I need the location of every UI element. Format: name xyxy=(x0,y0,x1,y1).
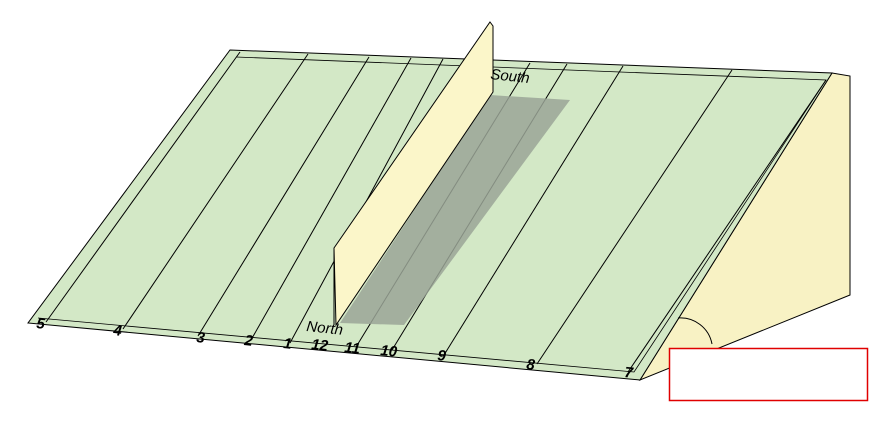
hour-label-3: 3 xyxy=(196,329,207,347)
hour-label-9: 9 xyxy=(437,347,448,365)
hour-label-4: 4 xyxy=(112,322,124,340)
hour-label-5: 5 xyxy=(36,315,47,333)
hour-line-9 xyxy=(443,65,624,356)
hour-label-7: 7 xyxy=(624,364,635,382)
hour-line-8 xyxy=(536,69,733,365)
hour-labels: 5 4 3 2 1 12 11 10 9 8 7 xyxy=(36,315,635,382)
gnomon-shadow xyxy=(340,95,570,325)
hour-label-12: 12 xyxy=(311,336,330,355)
hour-label-2: 2 xyxy=(243,332,255,350)
hour-line-5 xyxy=(45,51,241,323)
south-label: South xyxy=(490,66,531,87)
hour-line-7 xyxy=(627,79,827,373)
hour-line-2 xyxy=(250,57,412,341)
hour-label-11: 11 xyxy=(344,339,361,358)
angle-arc xyxy=(677,317,713,345)
annotation-box xyxy=(668,347,869,402)
hour-label-8: 8 xyxy=(526,356,537,374)
hour-label-1: 1 xyxy=(283,335,293,353)
hour-label-10: 10 xyxy=(380,342,399,361)
gnomon xyxy=(333,21,494,327)
north-label: North xyxy=(306,318,344,339)
plate-inner-border xyxy=(37,56,827,373)
hour-line-4 xyxy=(122,53,309,330)
hour-line-3 xyxy=(197,56,370,337)
